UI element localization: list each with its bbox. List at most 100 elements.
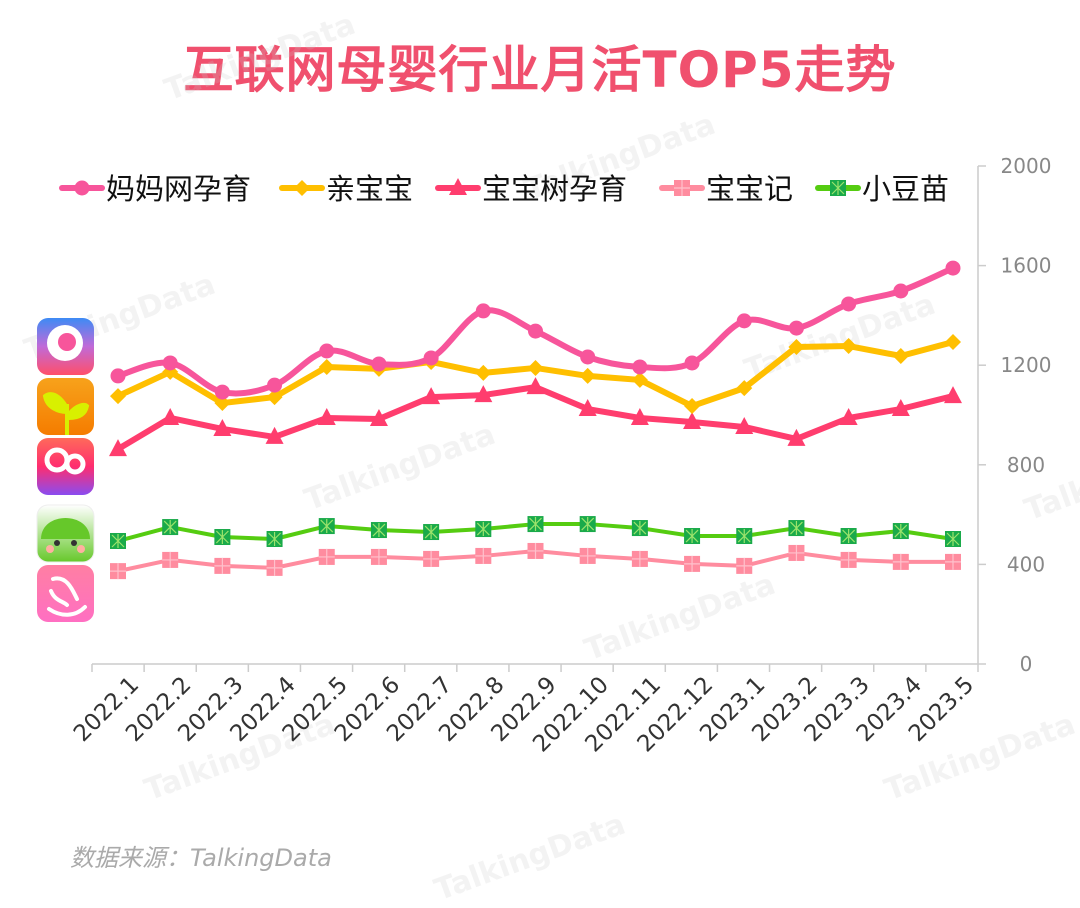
y-tick-label: 1200: [1001, 353, 1052, 377]
data-point: [945, 531, 961, 548]
data-point: [475, 547, 492, 564]
data-point: [527, 359, 544, 376]
legend-label: 宝宝记: [706, 172, 793, 206]
data-point: [945, 260, 961, 276]
data-point: [579, 367, 596, 384]
data-point: [684, 398, 701, 415]
data-point: [423, 550, 440, 567]
data-point: [944, 386, 962, 404]
data-point: [214, 529, 231, 546]
data-point: [840, 551, 857, 568]
data-point: [475, 303, 491, 319]
series-妈妈网孕育: [110, 260, 961, 400]
y-tick-label: 800: [1007, 453, 1045, 477]
series-line: [116, 384, 954, 452]
data-point: [840, 528, 857, 545]
data-point: [423, 350, 439, 366]
data-point: [422, 387, 441, 405]
data-point: [527, 516, 544, 533]
data-point: [475, 521, 492, 538]
data-point: [684, 528, 701, 545]
data-point: [423, 524, 440, 541]
data-point: [674, 180, 690, 196]
data-point: [839, 407, 858, 425]
data-point: [110, 532, 126, 549]
data-point: [528, 323, 543, 339]
legend-item[interactable]: 亲宝宝: [279, 172, 413, 206]
data-point: [892, 553, 909, 570]
data-point: [684, 355, 700, 371]
data-point: [319, 343, 335, 359]
data-point: [736, 380, 753, 397]
data-point: [110, 368, 126, 384]
data-point: [631, 371, 648, 388]
baobaoji-icon: [37, 565, 94, 622]
data-point: [162, 519, 179, 536]
data-point: [214, 395, 231, 412]
data-point: [735, 416, 754, 434]
data-point: [788, 339, 805, 356]
y-tick-label: 0: [1020, 652, 1033, 676]
series-亲宝宝: [110, 334, 961, 415]
series-小豆苗: [110, 516, 961, 549]
mama-wang-icon: [37, 318, 94, 375]
data-point: [161, 407, 180, 425]
y-tick-label: 400: [1007, 552, 1045, 576]
data-point: [527, 542, 544, 559]
legend-label: 妈妈网孕育: [106, 172, 251, 206]
data-point: [632, 359, 648, 375]
data-point: [318, 548, 335, 565]
data-point: [736, 557, 753, 574]
data-point: [736, 313, 752, 329]
data-point: [683, 411, 702, 429]
series-宝宝记: [110, 542, 961, 580]
data-point: [945, 553, 961, 570]
data-point: [294, 180, 310, 196]
legend-item[interactable]: 宝宝记: [659, 172, 793, 206]
data-point: [110, 388, 126, 405]
data-point: [474, 385, 493, 403]
legend-label: 亲宝宝: [326, 172, 413, 206]
data-point: [945, 334, 961, 351]
data-point: [830, 180, 846, 196]
legend-item[interactable]: 小豆苗: [815, 172, 949, 206]
data-point: [370, 548, 387, 565]
data-point: [893, 283, 909, 299]
source-note: 数据来源：TalkingData: [70, 844, 332, 872]
legend-item[interactable]: 宝宝树孕育: [435, 172, 627, 206]
data-point: [788, 544, 805, 561]
legend-label: 小豆苗: [862, 172, 949, 206]
data-point: [266, 559, 283, 576]
data-point: [684, 555, 701, 572]
data-point: [787, 428, 806, 446]
data-point: [579, 547, 596, 564]
data-point: [214, 384, 230, 400]
y-tick-label: 2000: [1001, 154, 1052, 178]
data-point: [840, 338, 857, 355]
data-point: [371, 356, 387, 372]
data-point: [213, 418, 232, 436]
data-point: [109, 439, 127, 457]
data-point: [736, 528, 753, 545]
data-point: [788, 520, 805, 537]
xiaodoumiao-icon: [36, 504, 95, 563]
data-point: [266, 389, 283, 406]
data-point: [214, 557, 231, 574]
data-point: [318, 518, 335, 535]
data-point: [579, 516, 596, 533]
data-point: [370, 522, 387, 539]
data-point: [162, 355, 178, 371]
data-point: [475, 364, 492, 381]
data-point: [788, 320, 804, 336]
data-point: [449, 178, 467, 195]
data-point: [578, 399, 597, 417]
data-point: [891, 399, 910, 417]
data-point: [892, 523, 909, 540]
data-point: [265, 426, 284, 444]
data-point: [317, 407, 336, 425]
data-point: [266, 531, 283, 548]
legend-item[interactable]: 妈妈网孕育: [59, 172, 251, 206]
data-point: [318, 358, 335, 375]
data-point: [892, 347, 909, 364]
